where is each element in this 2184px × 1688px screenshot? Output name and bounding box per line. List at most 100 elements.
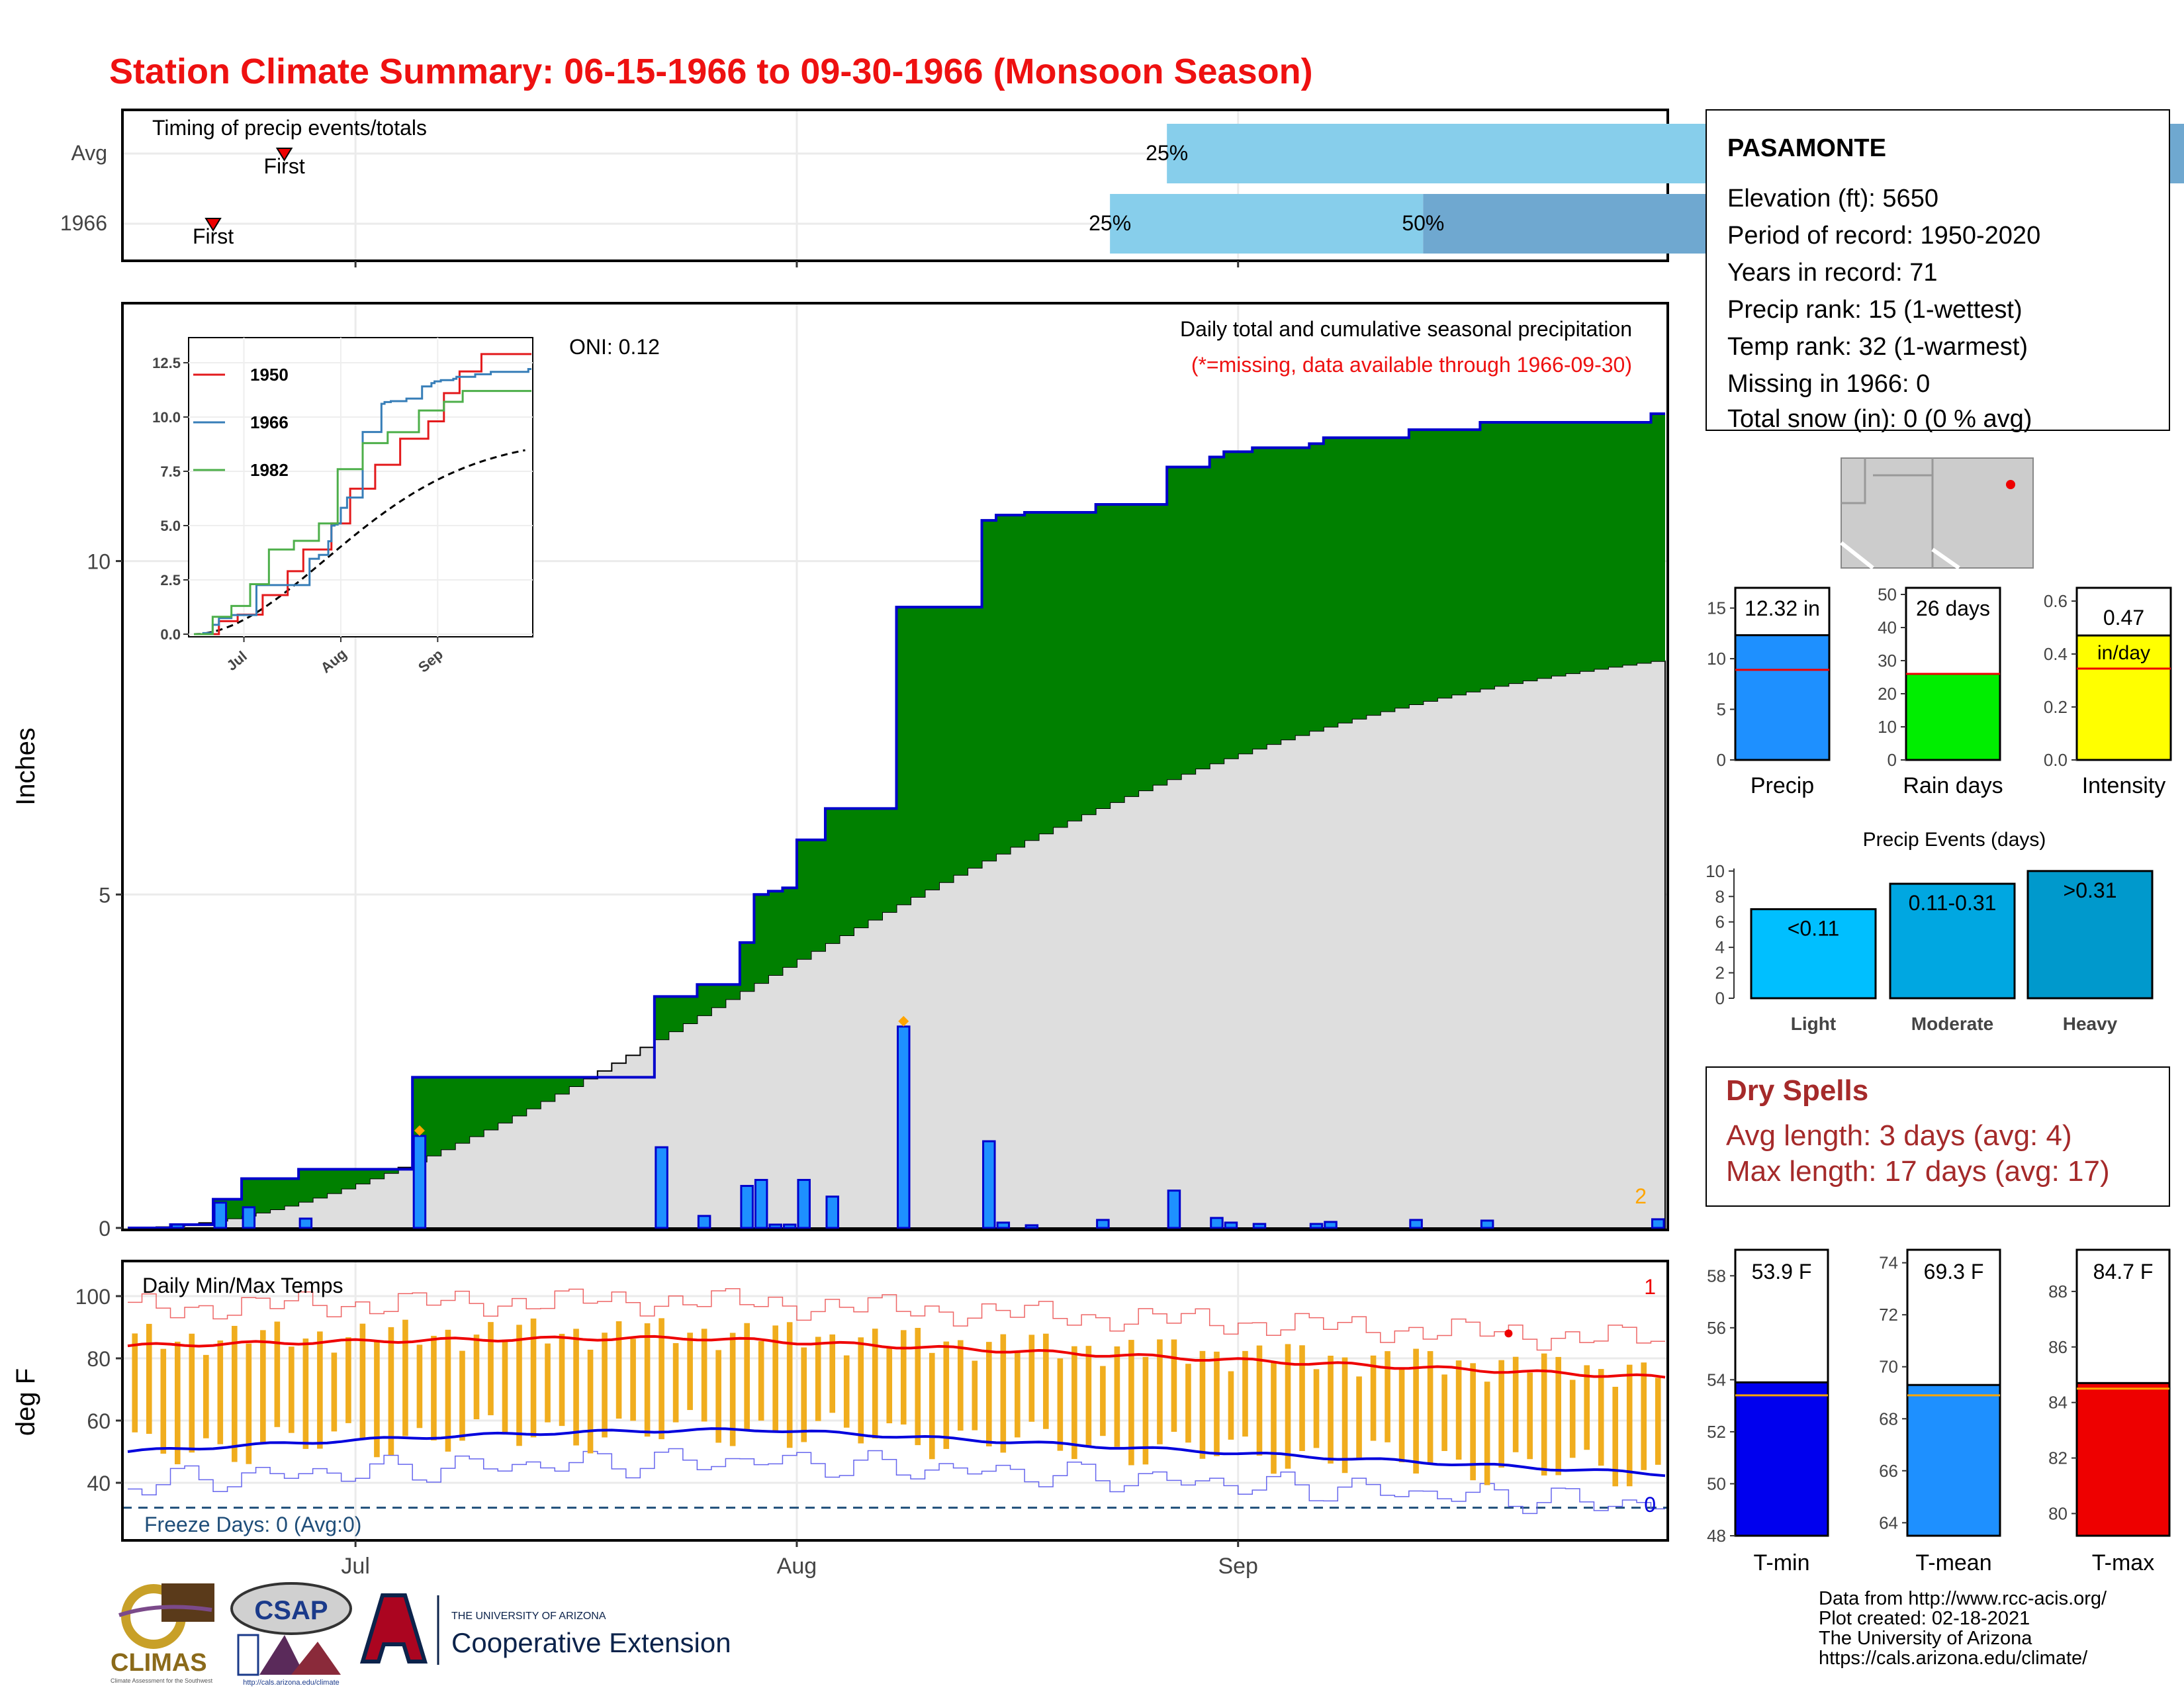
events-ytick-label: 8 <box>1715 886 1725 906</box>
temp-summary-ytick-label: 82 <box>2048 1448 2068 1468</box>
timing-bar-25-50 <box>1167 124 1751 183</box>
temp-summary-value: 69.3 F <box>1924 1260 1984 1284</box>
daily-precip-bar <box>797 1178 811 1229</box>
events-bar-range: >0.31 <box>2064 878 2117 902</box>
temp-summary-label: T-mean <box>1915 1550 1991 1575</box>
temp-summary-ytick-label: 52 <box>1707 1422 1726 1442</box>
temp-xtick-label: Sep <box>1218 1554 1258 1579</box>
daily-temp-bar <box>1256 1345 1263 1456</box>
daily-temp-bar <box>687 1333 693 1411</box>
events-bar-label: Moderate <box>1911 1013 1993 1034</box>
timing-row-1966-label: 1966 <box>60 211 107 235</box>
temp-summary-ytick-label: 58 <box>1707 1266 1726 1286</box>
daily-precip-bar <box>1224 1221 1238 1229</box>
daily-temp-bar <box>1157 1339 1163 1444</box>
daily-temp-bar <box>559 1333 565 1427</box>
temp-summary-label: T-max <box>2092 1550 2154 1575</box>
daily-temp-bar <box>772 1325 778 1432</box>
summary-bar-intensity: 0.0 0.2 0.4 0.6 0.47 in/day Intensity <box>2044 586 2172 798</box>
daily-temp-bar <box>729 1333 736 1446</box>
footer-line-2: Plot created: 02-18-2021 <box>1819 1608 2030 1629</box>
timing-label: Timing of precip events/totals <box>152 116 427 140</box>
daily-temp-bar <box>160 1348 167 1454</box>
summary-bar-fill <box>2075 634 2172 761</box>
precip-ytick-label: 0 <box>99 1217 111 1241</box>
temp-summary-fill <box>1906 1383 2001 1537</box>
daily-temp-bar <box>1271 1362 1277 1474</box>
precip-ytick-label: 10 <box>87 550 111 574</box>
daily-temp-bar <box>516 1325 522 1446</box>
daily-temp-bar <box>416 1344 423 1429</box>
daily-temp-bar <box>573 1329 579 1446</box>
inset-line-1982 <box>194 390 531 635</box>
events-bar-label: Light <box>1791 1013 1836 1034</box>
daily-temp-bar <box>402 1319 408 1436</box>
daily-temp-bar <box>545 1343 551 1423</box>
temp-summary-t-max: 80 82 84 86 88 84.7 F T-max <box>2048 1248 2171 1575</box>
events-bar-heavy <box>2026 870 2154 1000</box>
daily-temp-bar <box>246 1343 252 1464</box>
station-line-7: Total snow (in): 0 (0 % avg) <box>1727 405 2032 433</box>
daily-temp-bar <box>1470 1363 1476 1481</box>
daily-temp-bar <box>203 1354 209 1438</box>
temp-summary-ytick-label: 54 <box>1707 1370 1726 1389</box>
daily-temp-bar <box>1356 1376 1362 1460</box>
inset-ytick-label: 0.0 <box>160 626 181 643</box>
events-bar-light <box>1750 908 1877 1000</box>
page-title: Station Climate Summary: 06-15-1966 to 0… <box>109 52 1313 91</box>
summary-bar-ytick-label: 0 <box>1888 750 1897 770</box>
inset-legend-label: 1982 <box>250 460 289 480</box>
station-line-4: Precip rank: 15 (1-wettest) <box>1727 296 2023 324</box>
inset-ytick-label: 5.0 <box>160 518 181 534</box>
temp-summary-ytick-label: 84 <box>2048 1393 2068 1413</box>
events-ytick-label: 4 <box>1715 937 1725 957</box>
daily-temp-bar <box>1569 1380 1576 1458</box>
daily-temp-bar <box>1285 1344 1291 1469</box>
daily-temp-bar <box>1527 1372 1533 1460</box>
hot-count: 1 <box>1644 1275 1656 1299</box>
cumulative-1966-area <box>128 413 1665 1228</box>
record-marker <box>414 1125 425 1136</box>
daily-temp-bar <box>615 1321 622 1419</box>
csap-url: http://cals.arizona.edu/climate <box>243 1679 340 1687</box>
summary-bar-label: Intensity <box>2082 773 2166 798</box>
summary-bar-ytick-label: 0 <box>1717 750 1726 770</box>
summary-bar-ytick-label: 10 <box>1878 717 1897 737</box>
daily-temp-bar <box>445 1329 451 1452</box>
timing-row-avg-label: Avg <box>71 141 107 165</box>
daily-temp-bar <box>488 1322 494 1415</box>
daily-temp-bar <box>943 1341 950 1449</box>
summary-bar-ytick-label: 0.4 <box>2044 644 2068 664</box>
daily-temp-bar <box>1555 1356 1561 1476</box>
temp-summary-value: 84.7 F <box>2093 1260 2154 1284</box>
daily-precip-bar <box>1024 1224 1039 1229</box>
daily-temp-bar <box>602 1333 608 1438</box>
daily-temp-bar <box>815 1336 821 1421</box>
daily-precip-bar <box>213 1201 228 1229</box>
temp-summary-value: 53.9 F <box>1752 1260 1812 1284</box>
daily-temp-bar <box>1612 1386 1619 1487</box>
climas-subtitle: Climate Assessment for the Southwest <box>111 1677 213 1684</box>
daily-temp-bar <box>1626 1364 1633 1487</box>
daily-temp-bar <box>659 1318 664 1440</box>
dry-spells-title: Dry Spells <box>1726 1074 1868 1107</box>
daily-precip-bar <box>298 1217 313 1229</box>
daily-temp-bar <box>132 1333 138 1432</box>
daily-temp-bar <box>232 1325 238 1462</box>
events-title: Precip Events (days) <box>1863 829 2046 851</box>
daily-temp-bar <box>1171 1339 1177 1432</box>
cumulative-1966-line <box>128 412 1665 1229</box>
events-ytick-label: 0 <box>1715 988 1725 1008</box>
events-bar-range: <0.11 <box>1788 916 1840 940</box>
daily-temp-bar <box>1142 1356 1149 1465</box>
temp-summary-ytick-label: 66 <box>1879 1461 1898 1481</box>
daily-precip-bar <box>242 1206 256 1229</box>
daily-temp-bar <box>217 1340 224 1444</box>
daily-temp-bar <box>1455 1360 1462 1460</box>
temp-summary-fill <box>1734 1381 1829 1537</box>
climas-wordmark: CLIMAS <box>111 1649 207 1677</box>
daily-precip-bar <box>1324 1221 1338 1229</box>
precip-caption: Daily total and cumulative seasonal prec… <box>1180 317 1632 341</box>
temp-title: Daily Min/Max Temps <box>142 1274 343 1297</box>
